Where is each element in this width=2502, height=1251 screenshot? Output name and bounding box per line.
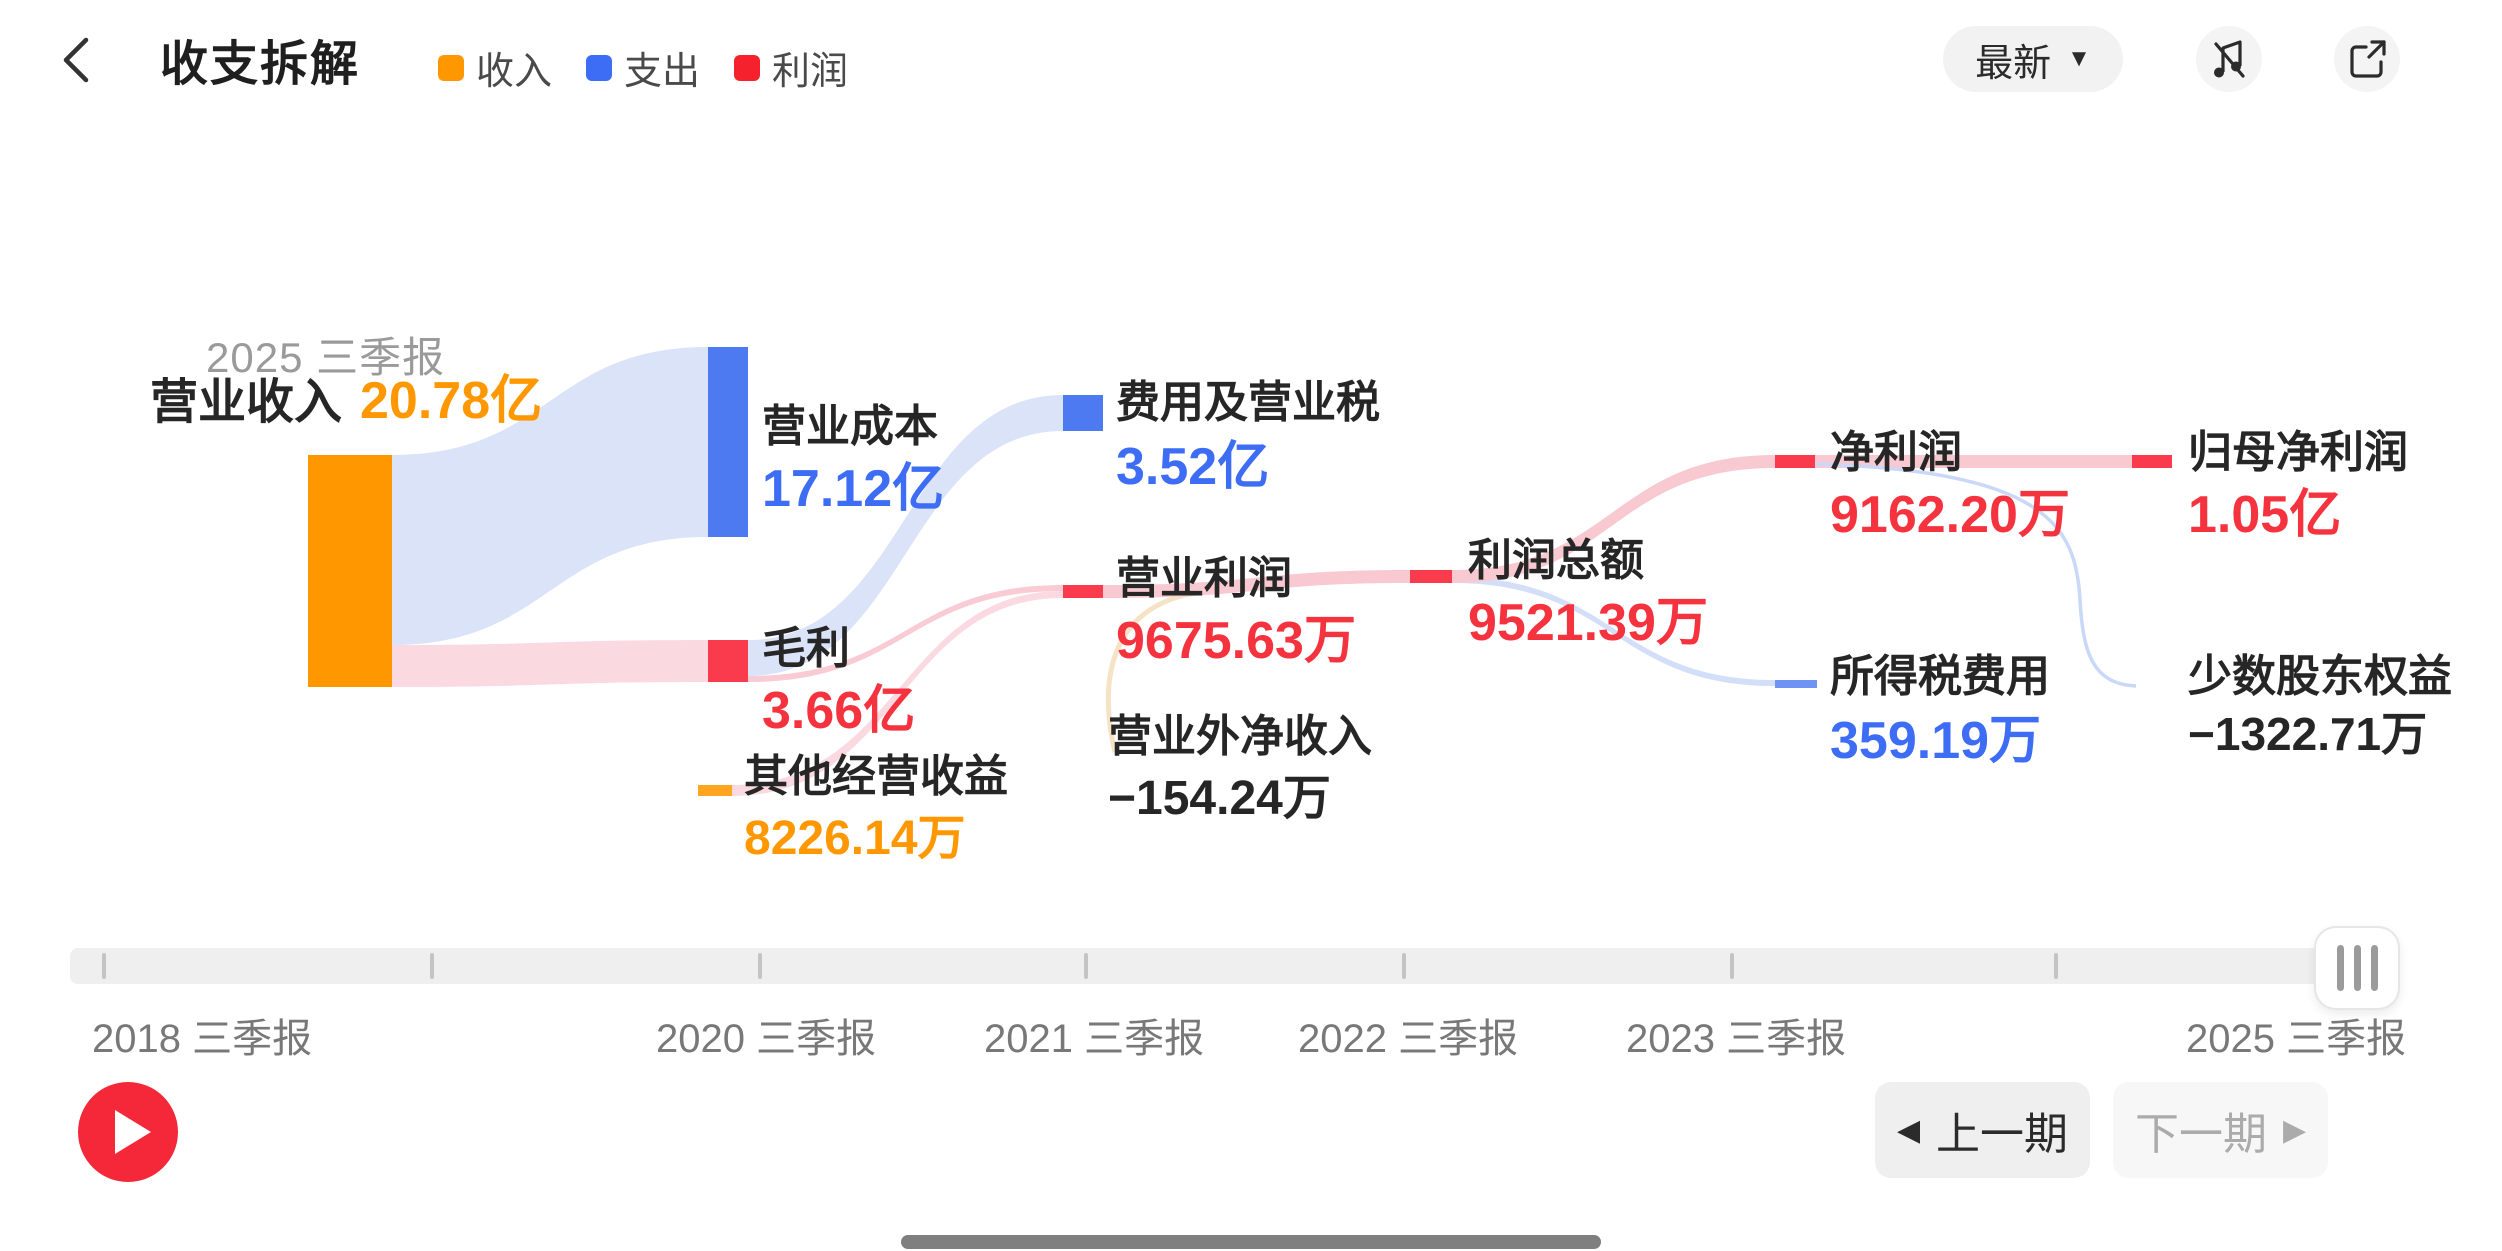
flow-net-to-minority — [1814, 462, 2137, 688]
node-gross-profit[interactable] — [708, 640, 748, 682]
legend-label: 利润 — [772, 51, 849, 93]
timeline-label[interactable]: 2018 三季报 — [92, 1017, 313, 1061]
flow-gross-to-opprofit — [748, 585, 1063, 682]
back-button[interactable] — [58, 28, 102, 92]
node-label: 所得税费用 — [1830, 652, 2050, 701]
timeline-tick — [430, 953, 434, 979]
node-value: 1.05亿 — [2188, 486, 2342, 544]
node-value: 9162.20万 — [1830, 486, 2070, 544]
node-other-income[interactable] — [698, 785, 732, 796]
timeline-tick — [758, 953, 762, 979]
legend-label: 支出 — [624, 51, 701, 93]
node-total-profit[interactable] — [1410, 570, 1452, 583]
previous-period-label: 上一期 — [1936, 1110, 2069, 1159]
node-value: −1322.71万 — [2188, 708, 2428, 760]
node-operating-cost[interactable] — [708, 347, 748, 537]
period-selector-dropdown[interactable]: 最新 ▼ — [1943, 26, 2123, 92]
arrow-right-icon: ▶ — [2282, 1113, 2307, 1147]
node-value: 9521.39万 — [1468, 594, 1708, 652]
node-label: 毛利 — [762, 624, 850, 673]
node-value: 3.52亿 — [1116, 438, 1270, 496]
node-value: −154.24万 — [1108, 772, 1331, 825]
back-chevron-icon — [63, 37, 89, 83]
node-value: 17.12亿 — [762, 460, 945, 518]
timeline-tick — [1730, 953, 1734, 979]
node-label: 营业利润 — [1116, 554, 1292, 603]
node-label: 费用及营业税 — [1116, 378, 1380, 427]
timeline-tick — [1402, 953, 1406, 979]
flow-total-to-net — [1452, 455, 1775, 583]
timeline-label[interactable]: 2021 三季报 — [984, 1017, 1205, 1061]
revenue-label-row: 营业收入 20.78亿 — [150, 358, 542, 433]
node-income-tax[interactable] — [1775, 680, 1817, 688]
node-net-profit[interactable] — [1775, 455, 1815, 468]
node-label: 其他经营收益 — [744, 752, 1008, 801]
music-off-icon — [2214, 40, 2245, 78]
timeline-drag-handle[interactable] — [2314, 926, 2400, 1010]
node-value: 3.66亿 — [762, 682, 916, 740]
timeline-scrubber-track[interactable] — [70, 948, 2400, 984]
legend-item-expense: 支出 — [586, 40, 700, 95]
flow-gross-to-fees — [748, 395, 1063, 676]
node-label: 净利润 — [1830, 428, 1962, 477]
share-button[interactable] — [2334, 26, 2400, 92]
current-period-note: 2025 三季报 — [206, 334, 446, 381]
node-label: 营业收入 — [150, 376, 343, 429]
timeline-label[interactable]: 2023 三季报 — [1626, 1017, 1847, 1061]
node-label: 利润总额 — [1468, 536, 1644, 585]
legend-item-profit: 利润 — [734, 40, 848, 95]
play-icon — [115, 1110, 151, 1154]
flow-opprofit-to-total — [1103, 570, 1410, 598]
node-label: 营业成本 — [762, 402, 938, 451]
node-fees-tax[interactable] — [1063, 395, 1103, 431]
income-color-swatch — [438, 54, 464, 81]
flow-total-to-tax — [1452, 577, 1775, 686]
play-button[interactable] — [78, 1082, 178, 1182]
music-mute-button[interactable] — [2196, 26, 2262, 92]
timeline-tick — [1084, 953, 1088, 979]
timeline-tick — [2054, 953, 2058, 979]
node-label: 少数股东权益 — [2188, 652, 2452, 701]
node-label: 营业外净收入 — [1108, 712, 1372, 761]
timeline-label[interactable]: 2025 三季报 — [2186, 1017, 2407, 1061]
next-period-button[interactable]: 下一期 ▶ — [2113, 1082, 2328, 1178]
node-label: 归母净利润 — [2188, 428, 2408, 477]
legend: 收入 支出 利润 — [438, 40, 848, 95]
node-value: 20.78亿 — [360, 372, 543, 430]
node-value: 8226.14万 — [744, 812, 966, 865]
chevron-down-icon: ▼ — [2067, 45, 2091, 72]
flow-other-to-opprofit — [732, 591, 1063, 796]
flow-net-to-parent — [1815, 455, 2132, 468]
flow-revenue-to-cost — [392, 347, 708, 645]
home-indicator-bar[interactable] — [901, 1235, 1601, 1249]
node-value: 359.19万 — [1830, 712, 2042, 770]
legend-label: 收入 — [476, 51, 553, 93]
next-period-label: 下一期 — [2134, 1110, 2267, 1159]
flow-revenue-to-gross — [392, 640, 708, 687]
timeline-label[interactable]: 2020 三季报 — [656, 1017, 877, 1061]
expense-color-swatch — [586, 54, 613, 81]
arrow-left-icon: ◀ — [1896, 1113, 1921, 1147]
node-value: 9675.63万 — [1116, 612, 1356, 670]
page-title: 收支拆解 — [160, 38, 361, 91]
legend-item-income: 收入 — [438, 40, 552, 95]
previous-period-button[interactable]: ◀ 上一期 — [1875, 1082, 2090, 1178]
profit-color-swatch — [734, 54, 761, 81]
timeline-tick — [102, 953, 106, 979]
node-revenue[interactable] — [308, 455, 392, 687]
period-selector-label: 最新 — [1975, 42, 2052, 85]
node-operating-profit[interactable] — [1063, 585, 1103, 598]
node-parent-net-profit[interactable] — [2132, 455, 2172, 468]
share-icon — [2350, 40, 2386, 78]
timeline-label[interactable]: 2022 三季报 — [1298, 1017, 1519, 1061]
